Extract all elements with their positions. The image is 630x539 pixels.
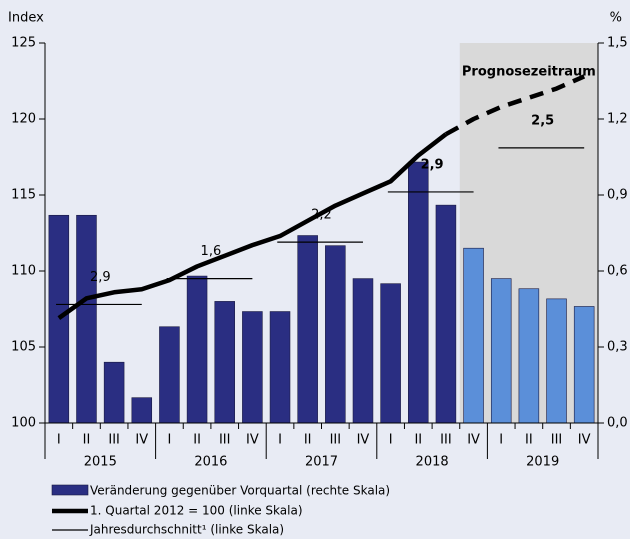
y-tick-label: 120	[11, 112, 36, 127]
year-label: 2019	[526, 455, 559, 470]
x-tick-label: IV	[135, 433, 148, 448]
bar	[269, 311, 291, 424]
bar	[573, 306, 595, 424]
annual-average-label: 2,9	[90, 270, 111, 285]
y2-tick-label: 1,2	[607, 112, 628, 127]
y-tick-label: 105	[11, 340, 36, 355]
bar	[490, 278, 512, 424]
x-tick-label: I	[389, 433, 393, 448]
legend-swatch-bar	[51, 484, 89, 496]
y-axis-label: Index	[8, 11, 44, 26]
x-tick-label: I	[168, 433, 172, 448]
y2-tick-label: 1,5	[607, 36, 628, 51]
year-label: 2016	[194, 455, 227, 470]
bar	[186, 275, 208, 424]
bar	[214, 301, 235, 424]
x-tick-label: III	[440, 433, 452, 448]
y2-tick-label: 0,3	[607, 340, 628, 355]
x-tick-label: II	[83, 433, 91, 448]
legend-label: Veränderung gegenüber Vorquartal (rechte…	[90, 484, 390, 498]
year-label: 2017	[305, 455, 338, 470]
x-tick-label: I	[57, 433, 61, 448]
annual-average-label: 2,9	[421, 157, 444, 172]
year-label: 2015	[84, 455, 117, 470]
index-line-forecast	[444, 74, 586, 137]
bar	[435, 204, 457, 424]
x-tick-label: IV	[246, 433, 259, 448]
bar	[131, 397, 153, 424]
annual-average-label: 1,6	[201, 244, 222, 259]
year-label: 2018	[416, 455, 449, 470]
x-tick-label: I	[499, 433, 503, 448]
legend-label: 1. Quartal 2012 = 100 (linke Skala)	[90, 504, 303, 518]
y-tick-label: 115	[11, 188, 36, 203]
y2-tick-label: 0,9	[607, 188, 628, 203]
index-line	[57, 132, 448, 320]
y-tick-label: 100	[11, 416, 36, 431]
bar	[325, 245, 346, 424]
bar	[408, 161, 429, 424]
x-tick-label: II	[414, 433, 422, 448]
bar	[297, 235, 318, 424]
y2-tick-label: 0,6	[607, 264, 628, 279]
bar	[352, 278, 374, 424]
bar	[546, 298, 567, 424]
x-tick-label: I	[278, 433, 282, 448]
x-tick-label: III	[551, 433, 563, 448]
bar	[48, 214, 70, 424]
y2-axis-label: %	[610, 11, 622, 26]
x-tick-label: II	[304, 433, 312, 448]
y-tick-label: 110	[11, 264, 36, 279]
bar	[103, 361, 125, 424]
x-tick-label: III	[330, 433, 342, 448]
bar	[76, 214, 97, 424]
y2-tick-label: 0,0	[607, 416, 628, 431]
y-tick-label: 125	[11, 36, 36, 51]
x-tick-label: IV	[467, 433, 480, 448]
x-tick-label: II	[525, 433, 533, 448]
x-tick-label: III	[108, 433, 120, 448]
bar	[159, 326, 180, 424]
bar	[380, 283, 401, 424]
x-tick-label: IV	[357, 433, 370, 448]
bar	[463, 247, 484, 424]
x-tick-label: III	[219, 433, 231, 448]
forecast-label: Prognosezeitraum	[462, 65, 596, 80]
bar	[518, 288, 540, 424]
legend-label: Jahresdurchschnitt¹ (linke Skala)	[89, 523, 284, 537]
x-tick-label: II	[193, 433, 201, 448]
annual-average-label: 2,5	[531, 113, 554, 128]
x-tick-label: IV	[578, 433, 591, 448]
bar	[242, 311, 263, 424]
